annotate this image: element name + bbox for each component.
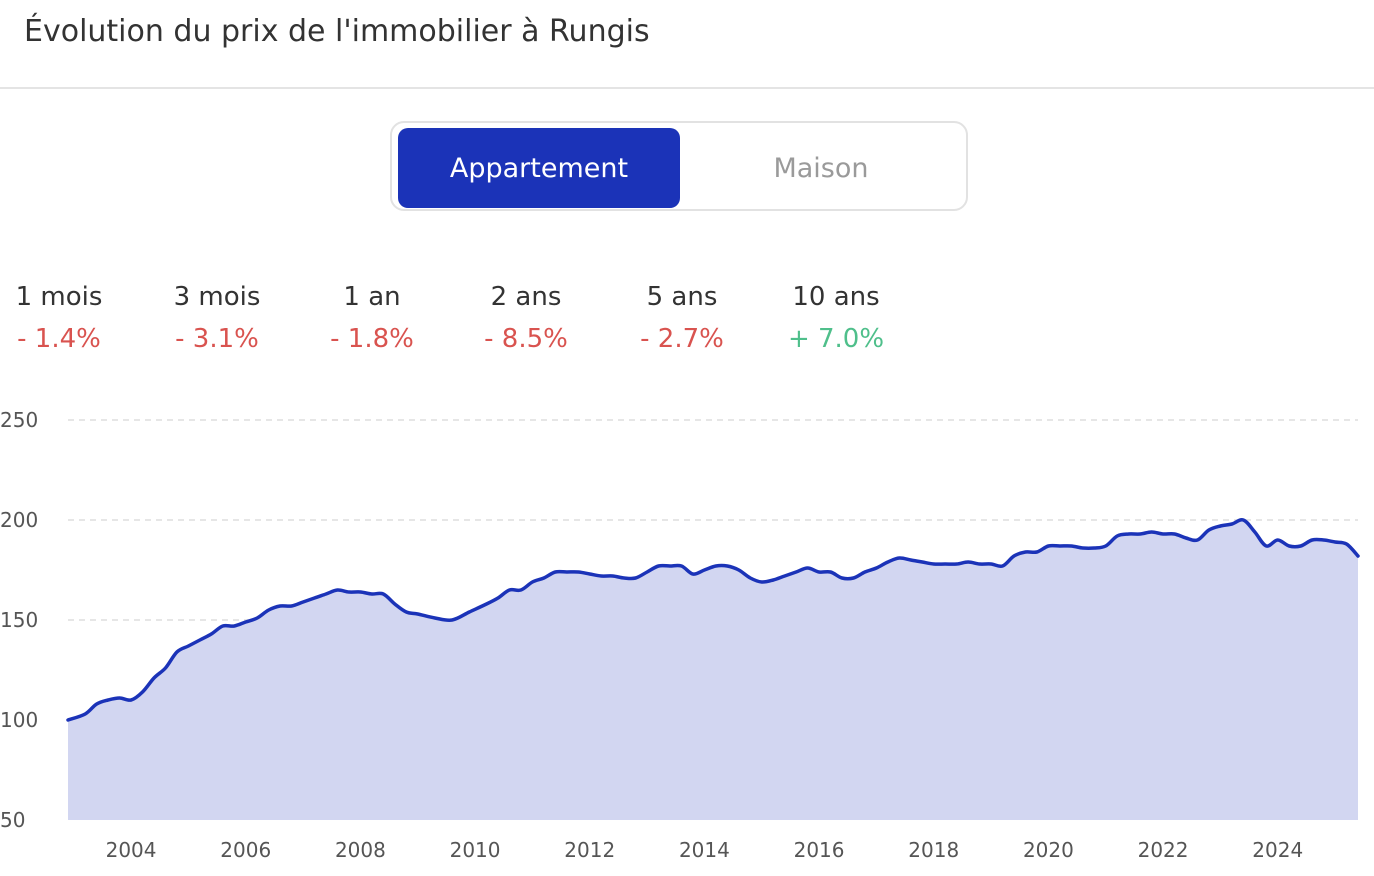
stat-label: 5 ans <box>646 282 718 312</box>
x-tick-label: 2004 <box>106 838 157 862</box>
line-layer <box>66 518 1360 722</box>
y-tick-label: 100 <box>0 708 38 732</box>
y-tick-label: 250 <box>0 408 38 432</box>
x-tick-label: 2008 <box>335 838 386 862</box>
stat-3-mois: 3 mois - 3.1% <box>147 282 287 354</box>
stat-5-ans: 5 ans - 2.7% <box>612 282 752 354</box>
stat-label: 2 ans <box>490 282 562 312</box>
stat-label: 3 mois <box>173 282 261 312</box>
stat-value: - 3.1% <box>175 324 259 354</box>
title-divider <box>0 87 1374 89</box>
price-line <box>66 518 1360 722</box>
stat-label: 1 mois <box>15 282 103 312</box>
stat-value: - 1.4% <box>17 324 101 354</box>
y-axis-ticks: 250 200 150 100 50 <box>0 408 38 832</box>
x-tick-label: 2006 <box>220 838 271 862</box>
maison-tab[interactable]: Maison <box>773 152 869 184</box>
stat-label: 1 an <box>343 282 401 312</box>
x-tick-label: 2018 <box>908 838 959 862</box>
stat-2-ans: 2 ans - 8.5% <box>456 282 596 354</box>
y-tick-label: 150 <box>0 608 38 632</box>
stat-1-mois: 1 mois - 1.4% <box>0 282 129 354</box>
page-title: Évolution du prix de l'immobilier à Rung… <box>24 14 650 49</box>
stat-label: 10 ans <box>792 282 880 312</box>
x-tick-label: 2010 <box>450 838 501 862</box>
y-tick-label: 200 <box>0 508 38 532</box>
x-tick-label: 2024 <box>1252 838 1303 862</box>
x-tick-label: 2014 <box>679 838 730 862</box>
stat-value: - 2.7% <box>640 324 724 354</box>
stat-value: - 8.5% <box>484 324 568 354</box>
stat-10-ans: 10 ans + 7.0% <box>766 282 906 354</box>
x-tick-label: 2022 <box>1138 838 1189 862</box>
y-tick-label: 50 <box>0 808 25 832</box>
price-area <box>68 519 1358 820</box>
x-axis-ticks: 2004 2006 2008 2010 2012 2014 2016 2018 2020 2022… <box>106 838 1304 862</box>
price-change-stats: 1 mois - 1.4% 3 mois - 3.1% 1 an - 1.8% … <box>0 282 940 372</box>
x-tick-label: 2016 <box>794 838 845 862</box>
x-tick-label: 2020 <box>1023 838 1074 862</box>
property-type-toggle: Appartement Maison <box>390 121 968 211</box>
x-tick-label: 2012 <box>564 838 615 862</box>
stat-value: + 7.0% <box>787 324 885 354</box>
stat-value: - 1.8% <box>330 324 414 354</box>
stat-1-an: 1 an - 1.8% <box>302 282 442 354</box>
area-layer <box>68 519 1358 820</box>
appartement-tab[interactable]: Appartement <box>398 128 680 208</box>
